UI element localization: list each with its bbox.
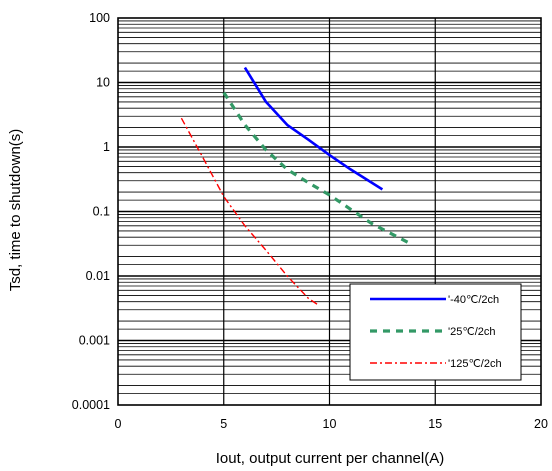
axes-frame [117, 17, 542, 406]
y-tick-label: 1 [103, 140, 110, 154]
series-line [180, 117, 320, 306]
x-tick-label: 20 [534, 417, 548, 431]
series-group [180, 66, 411, 306]
tick-labels: 0 5 10 15 20 0.0001 0.001 0.01 0.1 1 10 100 [72, 11, 548, 431]
legend: '-40℃/2ch '25℃/2ch '125℃/2ch [349, 283, 522, 381]
y-tick-label: 0.0001 [72, 398, 110, 412]
legend-label: '25℃/2ch [448, 326, 495, 338]
series-line [243, 66, 384, 191]
x-tick-label: 15 [428, 417, 442, 431]
y-tick-label: 0.01 [86, 269, 110, 283]
series-line [222, 91, 411, 245]
x-tick-label: 5 [220, 417, 227, 431]
x-tick-label: 0 [115, 417, 122, 431]
x-tick-label: 10 [323, 417, 337, 431]
x-axis-label: Iout, output current per channel(A) [216, 450, 444, 467]
y-tick-label: 100 [89, 11, 110, 25]
legend-label: '-40℃/2ch [448, 294, 499, 306]
legend-label: '125℃/2ch [448, 358, 502, 370]
y-tick-label: 10 [96, 76, 110, 90]
y-tick-label: 0.1 [93, 205, 110, 219]
y-tick-label: 0.001 [79, 334, 110, 348]
plot-frame [117, 17, 542, 406]
y-axis-label: Tsd, time to shutdown(s) [7, 129, 24, 292]
